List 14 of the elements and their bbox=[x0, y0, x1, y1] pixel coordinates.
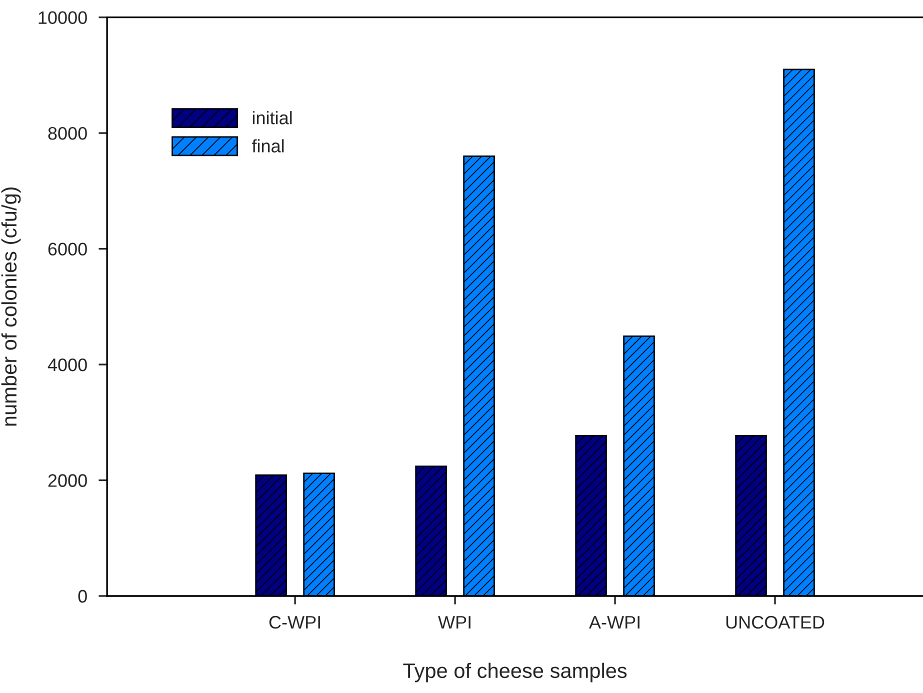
y-tick-label: 0 bbox=[78, 590, 87, 603]
x-axis-title: Type of cheese samples bbox=[403, 662, 627, 682]
y-axis-title: number of colonies (cfu/g) bbox=[1, 188, 21, 426]
x-tick-label: A-WPI bbox=[588, 616, 640, 629]
legend-label: initial bbox=[252, 111, 292, 124]
x-tick-label: C-WPI bbox=[269, 616, 320, 629]
y-tick-label: 6000 bbox=[48, 242, 87, 256]
y-tick-label: 8000 bbox=[48, 126, 87, 140]
legend-label: final bbox=[252, 139, 284, 152]
y-tick-label: 4000 bbox=[48, 358, 87, 372]
x-tick-label: WPI bbox=[438, 616, 470, 629]
y-tick-label: 10000 bbox=[38, 11, 87, 24]
x-tick-label: UNCOATED bbox=[726, 616, 824, 629]
y-tick-label: 2000 bbox=[48, 474, 87, 487]
